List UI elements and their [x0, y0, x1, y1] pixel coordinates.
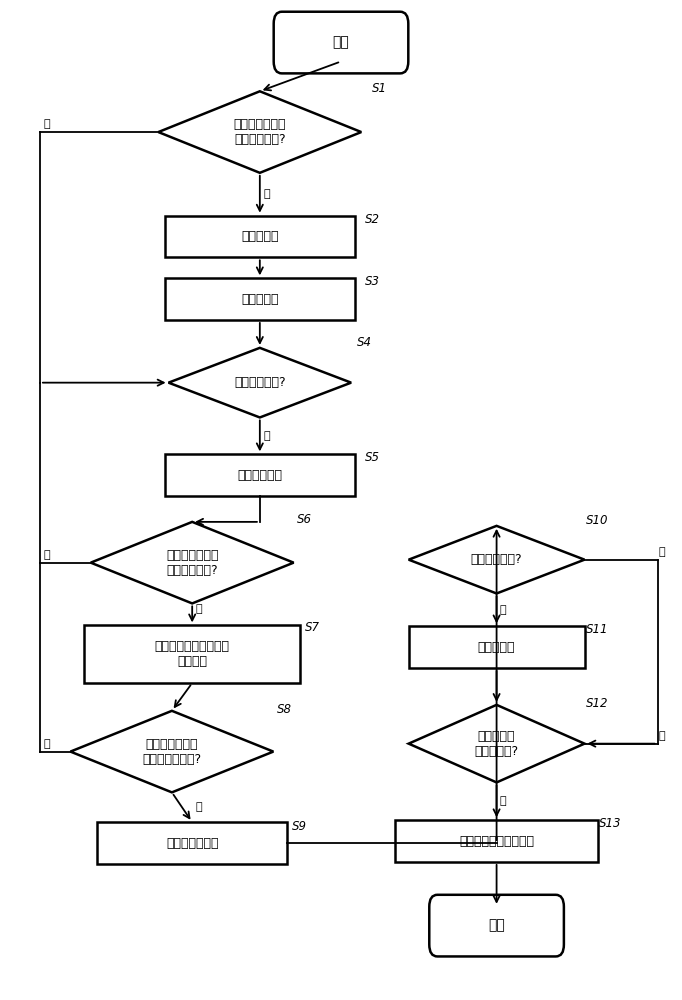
Text: 输入有发动机旋
转起动开始信号?: 输入有发动机旋 转起动开始信号?: [143, 738, 201, 766]
Text: 开始电动回转: 开始电动回转: [237, 469, 282, 482]
Text: 输入有电动回转
起动准备信号?: 输入有电动回转 起动准备信号?: [233, 118, 286, 146]
Bar: [98, 822, 287, 864]
Bar: [165, 278, 355, 320]
FancyBboxPatch shape: [273, 12, 409, 73]
Text: 是: 是: [500, 605, 507, 615]
Bar: [409, 626, 584, 668]
Text: 否: 否: [44, 119, 50, 129]
Text: 开始向发动机供给燃料: 开始向发动机供给燃料: [459, 835, 534, 848]
Text: 是: 是: [196, 604, 202, 614]
Text: S4: S4: [357, 336, 372, 349]
Bar: [84, 625, 300, 683]
Polygon shape: [168, 348, 351, 417]
Text: 否: 否: [659, 547, 666, 557]
Text: S13: S13: [599, 817, 622, 830]
Text: S2: S2: [365, 213, 380, 226]
Text: 否: 否: [44, 739, 50, 749]
Bar: [165, 216, 355, 257]
Text: S10: S10: [586, 514, 608, 527]
Text: 是: 是: [263, 189, 270, 199]
Text: 到达待机电压?: 到达待机电压?: [234, 376, 286, 389]
Text: 是: 是: [500, 796, 507, 806]
Polygon shape: [409, 526, 584, 593]
Text: 溢流阀封闭: 溢流阀封闭: [478, 641, 516, 654]
Text: 否: 否: [44, 550, 50, 560]
Text: S1: S1: [372, 82, 387, 95]
Text: 开始气体运行?: 开始气体运行?: [471, 553, 522, 566]
Polygon shape: [70, 711, 273, 792]
Polygon shape: [409, 705, 584, 782]
Text: 结束: 结束: [488, 919, 505, 933]
Polygon shape: [158, 91, 361, 173]
Text: 开始预充电: 开始预充电: [241, 230, 278, 243]
Text: 维持为发动机旋转起动
开始转速: 维持为发动机旋转起动 开始转速: [155, 640, 230, 668]
Text: S5: S5: [365, 451, 380, 464]
Text: S11: S11: [586, 623, 608, 636]
Polygon shape: [91, 522, 294, 603]
Text: 是: 是: [263, 431, 270, 441]
Bar: [165, 454, 355, 496]
Text: 到达发动机旋转
起动开始转速?: 到达发动机旋转 起动开始转速?: [166, 549, 218, 577]
Text: S12: S12: [586, 697, 608, 710]
Bar: [395, 820, 598, 862]
Text: 到达燃料供
给开始转速?: 到达燃料供 给开始转速?: [475, 730, 518, 758]
Text: S8: S8: [277, 703, 292, 716]
Text: S9: S9: [293, 820, 308, 833]
Text: S6: S6: [297, 513, 312, 526]
Text: 是: 是: [196, 802, 202, 812]
Text: S3: S3: [365, 275, 380, 288]
FancyBboxPatch shape: [429, 895, 564, 956]
Text: 溢流阀开放: 溢流阀开放: [241, 293, 278, 306]
Text: 否: 否: [659, 731, 666, 741]
Text: 开始: 开始: [333, 36, 349, 50]
Text: S7: S7: [304, 621, 319, 634]
Text: 发动机气体运行: 发动机气体运行: [166, 837, 218, 850]
